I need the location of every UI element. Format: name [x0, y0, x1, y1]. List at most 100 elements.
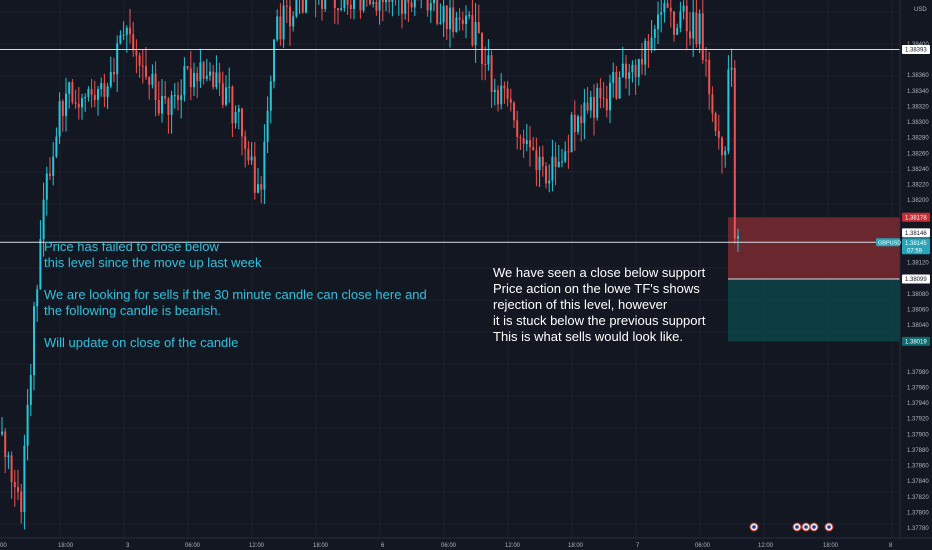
candle: [401, 0, 403, 29]
candle: [17, 469, 19, 501]
candle: [148, 76, 151, 100]
candle: [106, 82, 109, 109]
event-icon: [749, 522, 759, 532]
candle: [45, 166, 48, 216]
candle: [337, 7, 339, 25]
candle: [93, 80, 96, 108]
candle: [625, 55, 627, 89]
y-tick-label: 1.38220: [907, 183, 929, 189]
candle: [340, 0, 343, 12]
candle: [698, 9, 701, 54]
candle: [657, 1, 659, 45]
candle: [381, 0, 384, 22]
candle: [673, 11, 675, 42]
y-tick-label: 1.38360: [907, 73, 929, 79]
currency-label: USD: [914, 7, 927, 13]
candle: [237, 104, 240, 130]
candle: [538, 146, 541, 188]
candle: [173, 83, 176, 109]
event-icon: [809, 522, 819, 532]
candle: [413, 0, 416, 17]
candle: [445, 4, 448, 41]
event-icon: [824, 522, 834, 532]
y-tick-label: 1.37820: [907, 495, 929, 501]
candle: [395, 0, 397, 6]
candle: [727, 55, 730, 155]
candle: [138, 52, 141, 78]
candle: [714, 111, 717, 137]
candle: [609, 74, 611, 124]
x-tick-label: 12:00: [505, 543, 521, 549]
candle: [442, 0, 445, 37]
candle: [637, 58, 640, 86]
candle: [567, 134, 570, 169]
zone-target: [728, 278, 900, 342]
x-tick-label: 06:00: [441, 543, 457, 549]
candle: [452, 0, 455, 38]
candle: [225, 75, 227, 107]
candle: [724, 146, 727, 168]
candle: [407, 0, 410, 22]
candle: [125, 25, 128, 53]
candle: [701, 0, 704, 64]
candle: [535, 137, 538, 187]
resistance-price-label: 1.38393: [902, 44, 930, 54]
candle: [36, 284, 39, 322]
candle: [279, 3, 282, 46]
candle: [551, 139, 554, 192]
y-tick-label: 1.37800: [907, 510, 929, 516]
candle: [557, 145, 560, 168]
time-axis: 00 18:00 3 06:00 12:00 18:00 6 06:00 12:00 18:00 7…: [0, 537, 932, 549]
candle: [189, 50, 192, 100]
candle: [13, 469, 16, 507]
candle: [439, 3, 442, 25]
candle: [369, 0, 371, 6]
candle: [97, 85, 99, 116]
candle: [221, 71, 224, 109]
svg-text:1.38019: 1.38019: [905, 340, 927, 346]
candle: [663, 0, 666, 23]
candle: [669, 0, 672, 28]
candle: [429, 0, 432, 23]
candle: [711, 86, 714, 123]
candle: [292, 11, 295, 32]
candle: [4, 428, 7, 474]
candle: [398, 0, 400, 16]
candle: [343, 0, 346, 12]
candle: [650, 20, 653, 53]
candle: [209, 62, 211, 81]
candle: [471, 0, 474, 48]
x-tick-label: 18:00: [823, 543, 839, 549]
candle: [554, 142, 557, 186]
zone-bottom-price-label: 1.38019: [902, 336, 930, 346]
candle: [404, 0, 407, 20]
candle: [266, 96, 269, 154]
candle: [109, 56, 112, 89]
candle: [689, 11, 691, 46]
candle: [481, 31, 483, 81]
candle: [177, 81, 179, 111]
candle: [55, 127, 58, 159]
candle: [490, 50, 493, 108]
y-tick-label: 1.38280: [907, 136, 929, 142]
symbol-tag: GBPUSD: [876, 238, 901, 247]
candle: [717, 114, 720, 150]
candle: [468, 11, 471, 19]
candle: [186, 65, 189, 71]
candle: [151, 64, 154, 89]
x-tick-label: 7: [636, 543, 640, 549]
candle: [247, 141, 250, 165]
y-tick-label: 1.37880: [907, 448, 929, 454]
candle: [583, 88, 586, 140]
candle: [119, 30, 122, 45]
candle: [484, 46, 487, 81]
candle: [205, 58, 208, 82]
candle: [465, 5, 467, 39]
candle: [250, 142, 253, 165]
y-tick-label: 1.38320: [907, 104, 929, 110]
candle: [561, 148, 563, 168]
candle: [212, 64, 215, 90]
